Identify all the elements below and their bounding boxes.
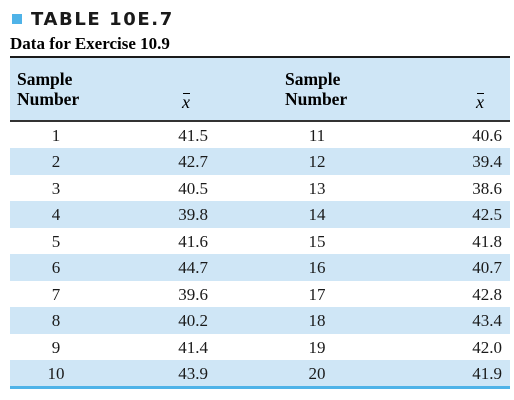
sample-number-cell: 13 [308,178,326,198]
xbar-value-cell: 43.4 [472,311,502,330]
sample-number-cell: 19 [308,337,326,357]
table-row: 5 41.6 15 41.8 [10,228,510,255]
sample-number-cell: 16 [308,258,326,277]
xbar-value-cell: 42.8 [472,284,502,304]
xbar-value-cell: 42.0 [472,337,502,357]
header-xbar-1: x [182,92,190,112]
table-row: 7 39.6 17 42.8 [10,281,510,308]
xbar-value-cell: 40.2 [178,311,208,330]
sample-number-cell: 8 [51,311,61,330]
sample-number-cell: 20 [308,364,326,383]
header-rule [10,120,510,122]
sample-number-cell: 7 [51,284,61,304]
table-row: 3 40.5 13 38.6 [10,175,510,202]
header-line: Sample [285,69,341,89]
sample-number-cell: 2 [51,152,61,171]
sample-number-cell: 9 [51,337,61,357]
sample-number-cell: 3 [51,178,61,198]
xbar-value-cell: 42.7 [178,152,208,171]
xbar-value-cell: 41.5 [178,125,208,145]
caption-square-icon [12,14,22,24]
sample-number-cell: 11 [308,125,326,145]
sample-number-cell: 12 [308,152,326,171]
bottom-rule [10,386,510,389]
table-title: Data for Exercise 10.9 [10,34,170,53]
table-header: Sample Number x Sample Number x [10,58,510,120]
table-row: 10 43.9 20 41.9 [10,360,510,387]
header-sample-number-1: Sample Number [17,69,79,109]
xbar-value-cell: 43.9 [178,364,208,383]
sample-number-cell: 4 [51,205,61,224]
xbar-value-cell: 41.8 [472,231,502,251]
xbar-value-cell: 38.6 [472,178,502,198]
top-rule [10,56,510,58]
sample-number-cell: 6 [51,258,61,277]
sample-number-cell: 17 [308,284,326,304]
xbar-value-cell: 40.5 [178,178,208,198]
header-xbar-2: x [476,92,484,112]
xbar-value-cell: 41.6 [178,231,208,251]
xbar-value-cell: 40.7 [472,258,502,277]
xbar-value-cell: 40.6 [472,125,502,145]
xbar-value-cell: 42.5 [472,205,502,224]
header-line: Sample [17,69,73,89]
xbar-value-cell: 41.4 [178,337,208,357]
xbar-value-cell: 39.6 [178,284,208,304]
header-sample-number-2: Sample Number [285,69,347,109]
sample-number-cell: 1 [51,125,61,145]
table-number: TABLE 10E.7 [31,8,174,30]
table-row: 4 39.8 14 42.5 [10,201,510,228]
sample-number-cell: 14 [308,205,326,224]
sample-number-cell: 15 [308,231,326,251]
sample-number-cell: 5 [51,231,61,251]
header-line: Number [17,89,80,109]
table-row: 1 41.5 11 40.6 [10,122,510,149]
table-row: 9 41.4 19 42.0 [10,334,510,361]
xbar-value-cell: 44.7 [178,258,208,277]
xbar-value-cell: 39.4 [472,152,502,171]
sample-number-cell: 10 [47,364,65,383]
caption-line: TABLE 10E.7 [12,8,174,30]
header-line: Number [285,89,348,109]
xbar-value-cell: 41.9 [472,364,502,383]
table-row: 6 44.7 16 40.7 [10,254,510,281]
sample-number-cell: 18 [308,311,326,330]
xbar-value-cell: 39.8 [178,205,208,224]
table-row: 2 42.7 12 39.4 [10,148,510,175]
table-row: 8 40.2 18 43.4 [10,307,510,334]
